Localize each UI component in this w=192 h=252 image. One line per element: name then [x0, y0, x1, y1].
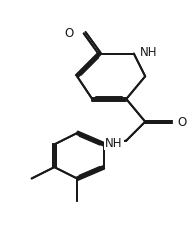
Text: NH: NH — [105, 137, 122, 149]
Text: O: O — [64, 27, 73, 40]
Text: O: O — [177, 116, 187, 129]
Text: NH: NH — [140, 46, 157, 59]
